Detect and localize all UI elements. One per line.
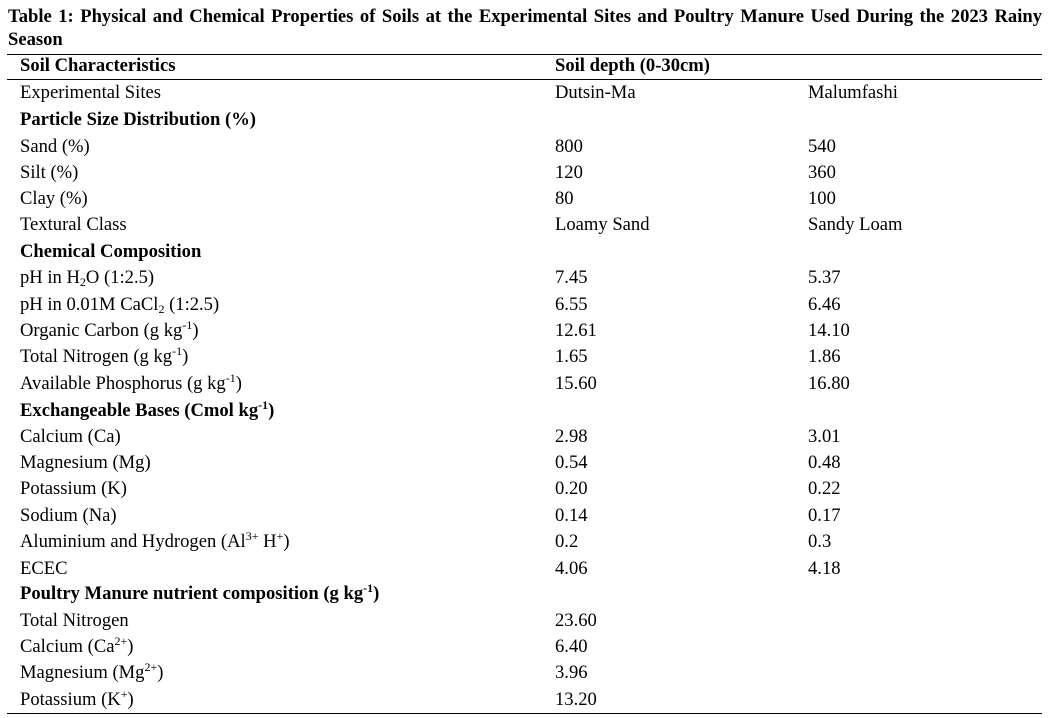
value-site1: 80 — [555, 188, 574, 209]
value-site2: 0.3 — [808, 531, 832, 552]
row-label: Total Nitrogen — [20, 610, 129, 631]
site-dutsin-ma: Dutsin-Ma — [555, 82, 636, 103]
table-row-ph-water: pH in H2O (1:2.5) 7.45 5.37 — [0, 265, 1059, 291]
section-heading: Poultry Manure nutrient composition (g k… — [20, 581, 380, 604]
value-site1: 2.98 — [555, 426, 588, 447]
value-site1: 4.06 — [555, 558, 588, 579]
table-row-aluminium-hydrogen: Aluminium and Hydrogen (Al3+ H+) 0.2 0.3 — [0, 529, 1059, 555]
value-site2: 0.22 — [808, 478, 841, 499]
value-site1: 13.20 — [555, 689, 597, 710]
row-label: Silt (%) — [20, 162, 79, 183]
value-site1: 0.54 — [555, 452, 588, 473]
table-row-total-nitrogen: Total Nitrogen (g kg-1) 1.65 1.86 — [0, 344, 1059, 370]
value-site1: 7.45 — [555, 267, 588, 288]
value-site1: 6.55 — [555, 294, 588, 315]
value-site2: 4.18 — [808, 558, 841, 579]
value-site1: 120 — [555, 162, 583, 183]
table-row-manure-potassium: Potassium (K+) 13.20 — [0, 687, 1059, 713]
section-heading-exchangeable-bases: Exchangeable Bases (Cmol kg-1) — [0, 398, 1059, 424]
table-row-calcium: Calcium (Ca) 2.98 3.01 — [0, 424, 1059, 450]
row-label: Aluminium and Hydrogen (Al3+ H+) — [20, 529, 290, 552]
value-site1: 3.96 — [555, 662, 588, 683]
row-label: Clay (%) — [20, 188, 88, 209]
row-label: Calcium (Ca2+) — [20, 634, 134, 657]
row-label: Sodium (Na) — [20, 505, 117, 526]
table-row-clay: Clay (%) 80 100 — [0, 186, 1059, 212]
value-site1: 0.20 — [555, 478, 588, 499]
value-site2: 0.17 — [808, 505, 841, 526]
table-row-manure-magnesium: Magnesium (Mg2+) 3.96 — [0, 660, 1059, 686]
table-row-silt: Silt (%) 120 360 — [0, 160, 1059, 186]
header-soil-characteristics: Soil Characteristics — [20, 55, 176, 76]
bottom-rule — [7, 713, 1042, 714]
table-row-manure-total-nitrogen: Total Nitrogen 23.60 — [0, 608, 1059, 634]
row-label: Sand (%) — [20, 136, 90, 157]
table-row-ecec: ECEC 4.06 4.18 — [0, 556, 1059, 582]
value-site1: 6.40 — [555, 636, 588, 657]
site-malumfashi: Malumfashi — [808, 82, 898, 103]
table-header-row: Soil Characteristics Soil depth (0-30cm) — [0, 53, 1059, 79]
section-heading: Exchangeable Bases (Cmol kg-1) — [20, 398, 275, 421]
section-heading: Chemical Composition — [20, 241, 202, 262]
row-label: Total Nitrogen (g kg-1) — [20, 344, 189, 367]
row-label: Textural Class — [20, 214, 127, 235]
row-label: Calcium (Ca) — [20, 426, 121, 447]
value-site2: 1.86 — [808, 346, 841, 367]
row-label: Organic Carbon (g kg-1) — [20, 318, 199, 341]
row-label: pH in H2O (1:2.5) — [20, 267, 155, 289]
value-site1: 0.14 — [555, 505, 588, 526]
value-site2: 3.01 — [808, 426, 841, 447]
table-row-sodium: Sodium (Na) 0.14 0.17 — [0, 503, 1059, 529]
row-label: Available Phosphorus (g kg-1) — [20, 371, 242, 394]
table-row-potassium: Potassium (K) 0.20 0.22 — [0, 476, 1059, 502]
value-site2: 540 — [808, 136, 836, 157]
table-row-sites: Experimental Sites Dutsin-Ma Malumfashi — [0, 80, 1059, 106]
row-label: Experimental Sites — [20, 82, 161, 103]
table-row-sand: Sand (%) 800 540 — [0, 134, 1059, 160]
section-heading: Particle Size Distribution (%) — [20, 109, 256, 130]
row-label: Magnesium (Mg2+) — [20, 660, 164, 683]
value-site1: 23.60 — [555, 610, 597, 631]
table-row-magnesium: Magnesium (Mg) 0.54 0.48 — [0, 450, 1059, 476]
header-soil-depth: Soil depth (0-30cm) — [555, 55, 710, 76]
value-site1: 800 — [555, 136, 583, 157]
section-heading-poultry-manure: Poultry Manure nutrient composition (g k… — [0, 581, 1059, 607]
section-heading-chemical: Chemical Composition — [0, 239, 1059, 265]
value-site2: 5.37 — [808, 267, 841, 288]
row-label: Potassium (K+) — [20, 687, 134, 710]
table-row-available-phosphorus: Available Phosphorus (g kg-1) 15.60 16.8… — [0, 371, 1059, 397]
value-site2: Sandy Loam — [808, 214, 903, 235]
table-row-textural-class: Textural Class Loamy Sand Sandy Loam — [0, 212, 1059, 238]
value-site2: 14.10 — [808, 320, 850, 341]
value-site2: 100 — [808, 188, 836, 209]
top-rule — [7, 54, 1042, 55]
header-rule — [7, 79, 1042, 80]
value-site1: 0.2 — [555, 531, 579, 552]
row-label: Potassium (K) — [20, 478, 127, 499]
value-site1: 1.65 — [555, 346, 588, 367]
row-label: pH in 0.01M CaCl2 (1:2.5) — [20, 294, 220, 316]
value-site2: 0.48 — [808, 452, 841, 473]
table-caption: Table 1: Physical and Chemical Propertie… — [8, 6, 1042, 50]
value-site1: Loamy Sand — [555, 214, 650, 235]
value-site2: 6.46 — [808, 294, 841, 315]
table-row-ph-cacl2: pH in 0.01M CaCl2 (1:2.5) 6.55 6.46 — [0, 292, 1059, 318]
table-row-organic-carbon: Organic Carbon (g kg-1) 12.61 14.10 — [0, 318, 1059, 344]
row-label: ECEC — [20, 558, 68, 579]
value-site2: 360 — [808, 162, 836, 183]
value-site2: 16.80 — [808, 373, 850, 394]
value-site1: 15.60 — [555, 373, 597, 394]
section-heading-particle-size: Particle Size Distribution (%) — [0, 107, 1059, 133]
table-row-manure-calcium: Calcium (Ca2+) 6.40 — [0, 634, 1059, 660]
row-label: Magnesium (Mg) — [20, 452, 151, 473]
value-site1: 12.61 — [555, 320, 597, 341]
